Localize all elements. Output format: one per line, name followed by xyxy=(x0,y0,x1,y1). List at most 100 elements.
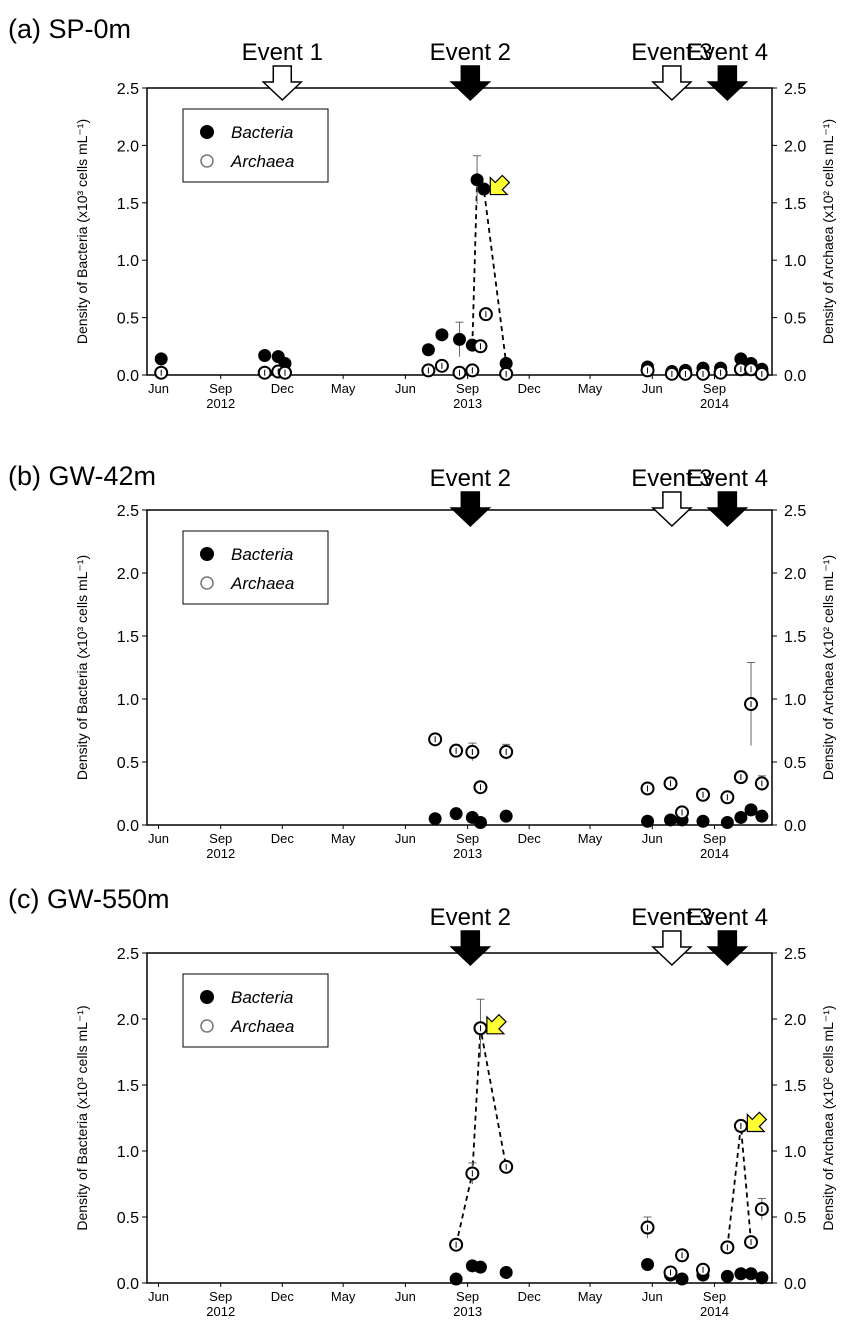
panel-sp-0m: (a) SP-0m 0.0 0.0 0.5 0.5 1.0 1.0 1.5 1.5 2.0 2.0 2… xyxy=(0,0,845,430)
legend-label: Archaea xyxy=(230,1017,294,1036)
y-tick-label-left: 1.0 xyxy=(117,692,139,709)
highlight-arrow-icon xyxy=(486,1013,507,1035)
data-point-bacteria xyxy=(696,814,710,828)
y-tick-label-left: 0.0 xyxy=(117,368,139,385)
x-tick-label: Jun xyxy=(395,1289,416,1304)
data-point-bacteria xyxy=(664,813,678,827)
dashed-connector xyxy=(471,177,508,364)
x-year-label: 2012 xyxy=(206,396,235,411)
y-tick-label-right: 0.5 xyxy=(784,1210,806,1227)
y-tick-label-left: 2.5 xyxy=(117,503,139,520)
x-tick-label: Sep xyxy=(703,831,726,846)
x-tick-label: Jun xyxy=(642,1289,663,1304)
legend-label: Bacteria xyxy=(231,988,293,1007)
y-tick-label-left: 1.5 xyxy=(117,1078,139,1095)
y-tick-label-right: 2.5 xyxy=(784,81,806,98)
x-tick-label: May xyxy=(578,381,603,396)
x-tick-label: Sep xyxy=(209,1289,232,1304)
legend-marker-archaea xyxy=(200,154,214,168)
x-year-label: 2012 xyxy=(206,1304,235,1319)
y-tick-label-right: 0.5 xyxy=(784,311,806,328)
event-arrow xyxy=(651,65,693,102)
event-label: Event 2 xyxy=(430,39,511,66)
event-label: Event 4 xyxy=(687,39,768,66)
legend-marker-archaea xyxy=(200,1019,214,1033)
x-tick-label: Dec xyxy=(518,381,542,396)
y-tick-label-left: 0.5 xyxy=(117,755,139,772)
y-axis-label-left: Density of Bacteria (x10³ cells mL⁻¹) xyxy=(74,119,90,344)
highlight-arrow-icon xyxy=(746,1111,768,1133)
x-tick-label: Dec xyxy=(518,1289,542,1304)
y-tick-label-right: 1.5 xyxy=(784,196,806,213)
event-arrow xyxy=(261,65,304,102)
x-tick-label: Jun xyxy=(642,831,663,846)
event-arrow xyxy=(706,65,749,102)
y-tick-label-left: 2.5 xyxy=(117,946,139,963)
data-point-bacteria xyxy=(675,1272,689,1286)
y-axis-label-right: Density of Archaea (x10² cells mL⁻¹) xyxy=(820,119,836,344)
dashed-connector xyxy=(726,1125,752,1248)
y-tick-label-left: 1.5 xyxy=(117,196,139,213)
x-tick-label: Sep xyxy=(456,381,479,396)
data-point-bacteria xyxy=(453,332,466,346)
highlight-arrow-shape xyxy=(746,1111,768,1133)
data-point-bacteria xyxy=(499,1265,513,1279)
data-point-bacteria xyxy=(755,809,769,823)
x-tick-label: Dec xyxy=(518,831,542,846)
y-tick-label-right: 2.5 xyxy=(784,503,806,520)
legend-marker-bacteria xyxy=(200,547,214,561)
event-label: Event 4 xyxy=(687,904,768,931)
event-arrow xyxy=(706,491,749,528)
data-point-bacteria xyxy=(499,357,513,371)
legend-marker-bacteria xyxy=(200,990,214,1004)
chart-gw-550m: (c) GW-550m 0.0 0.0 0.5 0.5 1.0 1.0 1.5 1.5 2.0 2.… xyxy=(8,884,836,1319)
x-tick-label: Jun xyxy=(395,831,416,846)
event-arrow xyxy=(651,930,693,967)
x-year-label: 2012 xyxy=(206,846,235,861)
y-tick-label-left: 2.5 xyxy=(117,81,139,98)
data-point-bacteria xyxy=(734,1267,748,1281)
chart-sp-0m: (a) SP-0m 0.0 0.0 0.5 0.5 1.0 1.0 1.5 1.5 2.0 2.0 2… xyxy=(8,14,836,411)
event-label: Event 1 xyxy=(242,39,323,66)
y-axis-label-right: Density of Archaea (x10² cells mL⁻¹) xyxy=(820,1005,836,1230)
y-tick-label-right: 2.0 xyxy=(784,566,806,583)
event-arrow xyxy=(651,491,693,528)
y-tick-label-left: 2.0 xyxy=(117,138,139,155)
event-label: Event 2 xyxy=(430,465,511,492)
event-label: Event 2 xyxy=(430,904,511,931)
highlight-arrow-shape xyxy=(489,174,511,196)
x-tick-label: May xyxy=(331,1289,356,1304)
x-tick-label: Jun xyxy=(148,831,169,846)
y-tick-label-left: 2.0 xyxy=(117,1012,139,1029)
data-point-bacteria xyxy=(499,809,513,823)
x-tick-label: Sep xyxy=(703,1289,726,1304)
data-point-bacteria xyxy=(734,810,748,824)
x-tick-label: May xyxy=(578,831,603,846)
event-arrow xyxy=(449,491,492,528)
y-tick-label-right: 2.0 xyxy=(784,138,806,155)
event-arrow xyxy=(706,930,749,967)
x-year-label: 2013 xyxy=(453,1304,482,1319)
data-point-bacteria xyxy=(473,1260,487,1274)
x-year-label: 2014 xyxy=(700,1304,729,1319)
data-point-bacteria xyxy=(258,348,272,362)
data-point-bacteria xyxy=(449,807,463,821)
data-point-bacteria xyxy=(428,812,442,826)
data-point-bacteria xyxy=(470,173,484,187)
y-tick-label-right: 1.5 xyxy=(784,1078,806,1095)
legend-box xyxy=(182,108,329,183)
y-tick-label-right: 1.0 xyxy=(784,253,806,270)
legend-label: Bacteria xyxy=(231,123,293,142)
data-point-bacteria xyxy=(449,1272,463,1286)
highlight-arrow-shape xyxy=(486,1013,507,1035)
y-tick-label-left: 0.5 xyxy=(117,311,139,328)
y-tick-label-left: 2.0 xyxy=(117,566,139,583)
x-year-label: 2013 xyxy=(453,396,482,411)
x-tick-label: Sep xyxy=(456,1289,479,1304)
chart-title: (b) GW-42m xyxy=(8,461,156,491)
data-point-bacteria xyxy=(755,1271,769,1285)
y-tick-label-right: 0.0 xyxy=(784,1276,806,1293)
y-tick-label-left: 0.0 xyxy=(117,1276,139,1293)
event-label: Event 3 xyxy=(631,465,712,492)
legend-marker-bacteria xyxy=(200,125,214,139)
